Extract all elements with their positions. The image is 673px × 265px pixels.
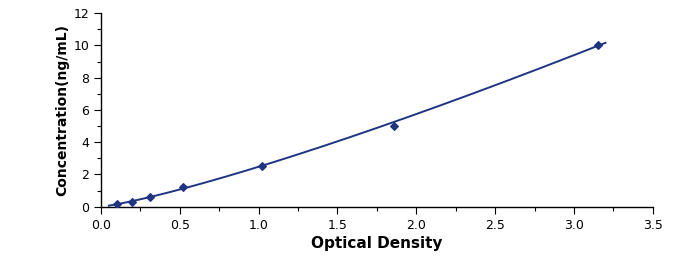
X-axis label: Optical Density: Optical Density [311, 236, 443, 251]
Y-axis label: Concentration(ng/mL): Concentration(ng/mL) [55, 24, 69, 196]
